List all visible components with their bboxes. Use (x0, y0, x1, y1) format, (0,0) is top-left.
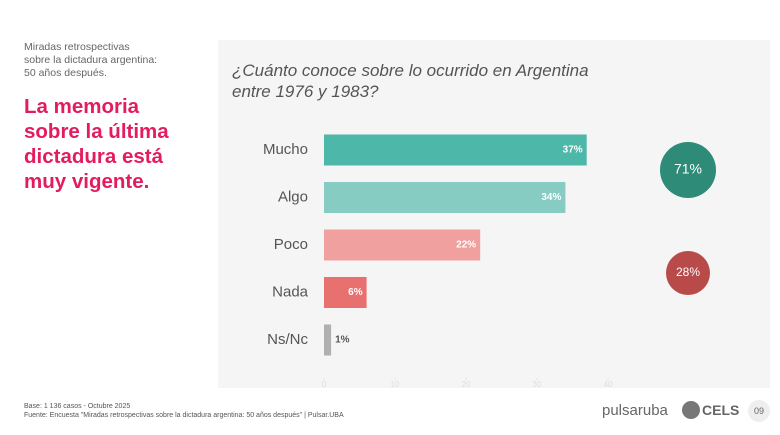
kicker-line: 50 años después. (24, 67, 107, 79)
value-label: 6% (348, 287, 363, 298)
category-label: Ns/Nc (267, 331, 308, 348)
summary-circle (660, 142, 716, 198)
x-tick-label: 10 (391, 380, 400, 389)
headline-line: sobre la última (24, 120, 169, 143)
category-label: Algo (278, 188, 308, 205)
bar (324, 324, 332, 356)
title-line: ¿Cuánto conoce sobre lo ocurrido en Arge… (232, 61, 589, 80)
chart-panel (218, 40, 770, 388)
chart-title: ¿Cuánto conoce sobre lo ocurrido en Arge… (232, 60, 589, 102)
bar (324, 134, 587, 166)
x-tick-label: 0 (322, 380, 327, 389)
value-label: 34% (541, 192, 561, 203)
cels-icon (682, 401, 700, 419)
headline-line: muy vigente. (24, 170, 150, 193)
footnotes: Base: 1 136 casos - Octubre 2025 Fuente:… (24, 402, 344, 420)
x-tick-label: 40 (604, 380, 613, 389)
bar (324, 229, 481, 261)
logo-cels: CELS (702, 402, 740, 418)
summary-circle (666, 251, 710, 295)
source-note: Fuente: Encuesta "Miradas retrospectivas… (24, 412, 344, 419)
logo-pulsar: pulsaruba (602, 402, 668, 419)
kicker-line: sobre la dictadura argentina: (24, 54, 158, 66)
bar (324, 182, 566, 213)
category-label: Poco (274, 236, 308, 253)
page-number: 09 (748, 400, 770, 422)
x-tick-label: 30 (533, 380, 542, 389)
headline: La memoria sobre la última dictadura está m… (24, 94, 169, 194)
summary-label: 28% (676, 265, 700, 279)
value-label: 37% (563, 145, 583, 156)
headline-line: dictadura está (24, 145, 163, 168)
category-label: Nada (272, 283, 309, 300)
bar (324, 277, 367, 308)
summary-label: 71% (674, 161, 702, 177)
category-label: Mucho (263, 141, 308, 158)
logo-text: uba (642, 402, 668, 419)
title-line: entre 1976 y 1983? (232, 82, 379, 101)
kicker-line: Miradas retrospectivas (24, 41, 130, 53)
value-label: 22% (456, 240, 476, 251)
logo-text: pulsar (602, 402, 643, 419)
x-tick-label: 20 (462, 380, 471, 389)
value-label: 1% (335, 335, 350, 346)
base-note: Base: 1 136 casos - Octubre 2025 (24, 403, 131, 410)
headline-line: La memoria (24, 95, 140, 118)
kicker: Miradas retrospectivas sobre la dictadura… (24, 41, 157, 80)
